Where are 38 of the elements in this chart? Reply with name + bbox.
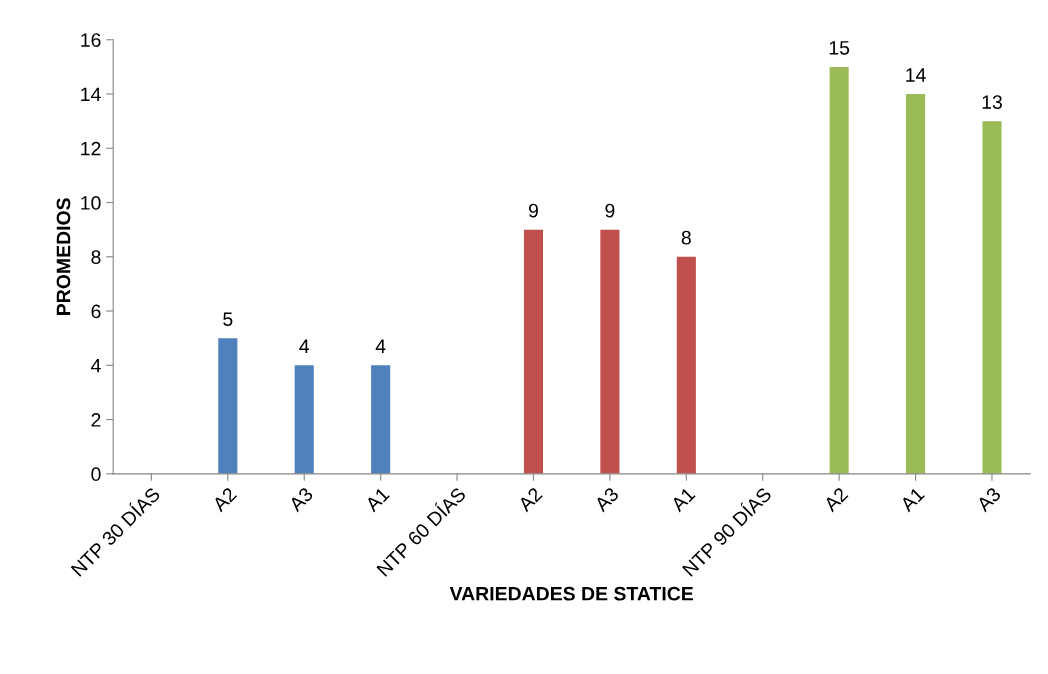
data-label: 5 (223, 312, 233, 326)
x-tick-label: A3 (975, 486, 1002, 513)
bar (676, 256, 696, 474)
bar (294, 365, 314, 474)
y-tick-label: 2 (91, 413, 101, 427)
x-tick-label: A2 (822, 486, 849, 513)
bar (371, 365, 391, 474)
x-tick-label: A3 (287, 486, 314, 513)
y-tick-label: 14 (81, 87, 101, 102)
x-tick-label: A1 (364, 486, 390, 513)
bar (600, 229, 620, 474)
bar (523, 229, 544, 474)
y-tick-label: 8 (91, 250, 101, 265)
x-tick-label: A2 (517, 486, 543, 513)
data-label: 14 (906, 68, 926, 82)
x-tick-label: A1 (670, 486, 696, 513)
y-axis-title: PROMEDIOS (56, 198, 71, 315)
x-tick-label: A1 (899, 486, 925, 513)
data-label: 4 (375, 339, 386, 353)
y-tick-label: 12 (81, 141, 101, 156)
y-tick-label: 0 (91, 467, 101, 482)
data-label: 4 (299, 339, 310, 353)
y-tick-label: 16 (81, 33, 101, 47)
data-label: 8 (681, 230, 691, 245)
y-tick-label: 10 (81, 196, 101, 210)
x-tick-label: A2 (211, 486, 238, 513)
y-tick-label: 4 (91, 358, 101, 373)
bar (906, 94, 926, 474)
data-label: 9 (605, 203, 615, 218)
bar (982, 121, 1002, 474)
data-label: 9 (528, 203, 538, 218)
bar (218, 338, 238, 474)
data-label: 13 (982, 95, 1002, 109)
data-label: 15 (829, 41, 850, 55)
x-tick-label: A3 (593, 486, 620, 513)
x-axis-title: VARIEDADES DE STATICE (449, 586, 694, 601)
y-tick-label: 6 (91, 304, 101, 319)
bar (829, 66, 849, 474)
